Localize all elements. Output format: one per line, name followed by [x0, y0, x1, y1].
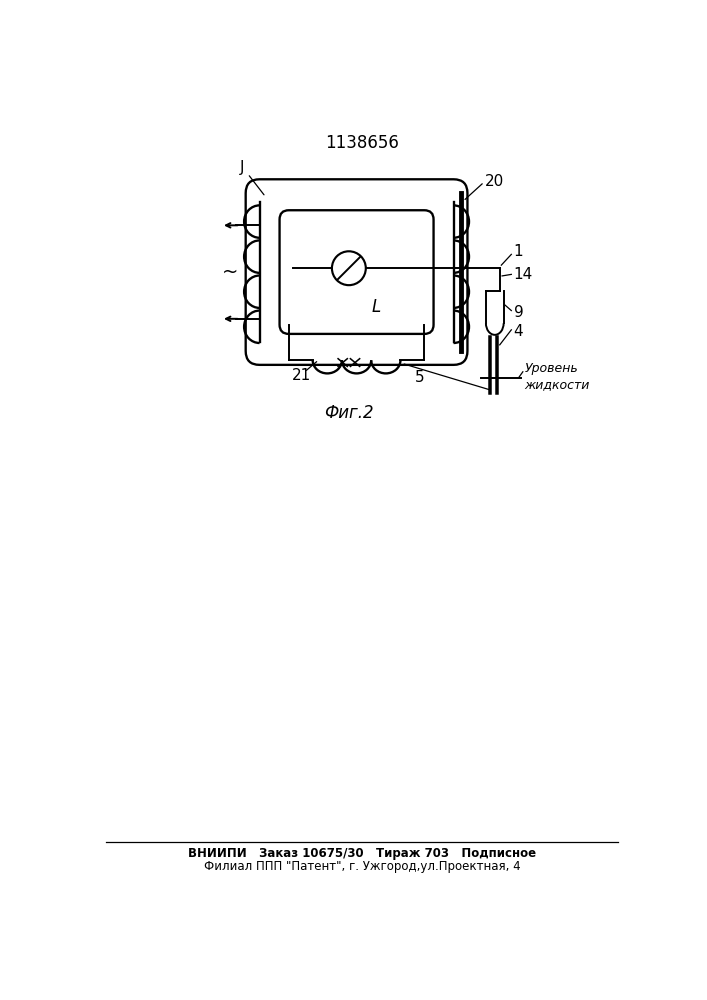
Text: 14: 14: [514, 267, 533, 282]
Text: L: L: [371, 298, 380, 316]
Text: Уровень: Уровень: [525, 362, 578, 375]
Text: 1: 1: [514, 244, 523, 259]
Text: ВНИИПИ   Заказ 10675/30   Тираж 703   Подписное: ВНИИПИ Заказ 10675/30 Тираж 703 Подписно…: [188, 847, 536, 860]
Text: жидкости: жидкости: [525, 378, 590, 391]
Text: J: J: [240, 160, 264, 195]
Text: 5: 5: [415, 370, 424, 385]
Text: 9: 9: [514, 305, 523, 320]
Text: 4: 4: [514, 324, 523, 339]
Text: ~: ~: [222, 263, 238, 282]
Text: Филиал ППП "Патент", г. Ужгород,ул.Проектная, 4: Филиал ППП "Патент", г. Ужгород,ул.Проек…: [204, 860, 520, 873]
Text: 21: 21: [291, 368, 311, 383]
Text: 1138656: 1138656: [325, 134, 399, 152]
Text: Фиг.2: Фиг.2: [324, 404, 374, 422]
Text: 20: 20: [484, 174, 503, 189]
